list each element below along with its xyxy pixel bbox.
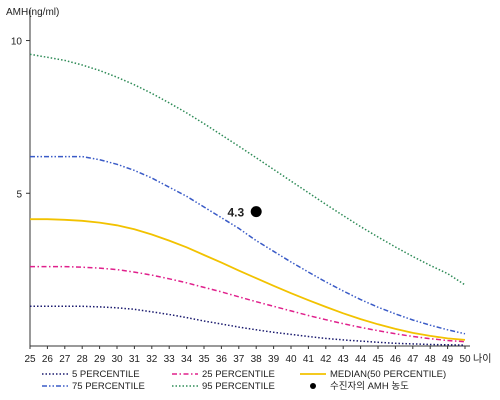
y-tick-label: 10 bbox=[11, 37, 23, 48]
x-tick-label: 40 bbox=[285, 354, 297, 365]
x-tick-label: 50 bbox=[459, 354, 471, 365]
series-line-95-percentile bbox=[29, 53, 466, 286]
x-tick-label: 25 bbox=[24, 354, 36, 365]
y-axis-title: AMH(ng/ml) bbox=[6, 7, 59, 18]
y-tick-label: 5 bbox=[16, 189, 22, 200]
series-line-median-50-percentile bbox=[30, 218, 466, 341]
series-line-25-percentile bbox=[30, 265, 466, 343]
axes: AMH(ng/ml) 5 10 25 26 27 28 29 30 31 32 33 34 35 36 37 3… bbox=[6, 7, 491, 365]
x-tick-label: 44 bbox=[355, 354, 367, 365]
x-tick-label: 47 bbox=[407, 354, 419, 365]
x-tick-label: 33 bbox=[164, 354, 176, 365]
x-tick-label: 27 bbox=[59, 354, 71, 365]
x-tick-label: 29 bbox=[94, 354, 106, 365]
patient-amh-label: 4.3 bbox=[228, 206, 245, 220]
x-tick-label: 28 bbox=[77, 354, 89, 365]
x-tick-label: 48 bbox=[425, 354, 437, 365]
legend-label: 수진자의 AMH 농도 bbox=[330, 381, 409, 392]
series-line-5-percentile bbox=[30, 305, 466, 346]
patient-amh-point bbox=[250, 206, 262, 218]
x-tick-label: 30 bbox=[111, 354, 123, 365]
x-tick-label: 32 bbox=[146, 354, 158, 365]
x-tick-label: 46 bbox=[390, 354, 402, 365]
legend-label: 75 PERCENTILE bbox=[72, 381, 145, 392]
x-tick-label: 26 bbox=[42, 354, 54, 365]
legend-label: MEDIAN(50 PERCENTILE) bbox=[330, 369, 446, 380]
x-tick-label: 36 bbox=[216, 354, 228, 365]
x-tick-label: 45 bbox=[372, 354, 384, 365]
legend-label: 95 PERCENTILE bbox=[202, 381, 275, 392]
x-tick-label: 41 bbox=[303, 354, 315, 365]
x-axis-title: 나이 bbox=[473, 353, 491, 365]
x-tick-label: 31 bbox=[129, 354, 141, 365]
x-tick-label: 34 bbox=[181, 354, 193, 365]
x-tick-label: 35 bbox=[198, 354, 210, 365]
series-line-75-percentile bbox=[30, 155, 466, 335]
x-tick-label: 42 bbox=[320, 354, 332, 365]
legend-point-swatch bbox=[310, 383, 316, 389]
series-lines bbox=[29, 53, 466, 346]
x-tick-label: 49 bbox=[442, 354, 454, 365]
x-tick-label: 39 bbox=[268, 354, 280, 365]
legend-label: 5 PERCENTILE bbox=[72, 369, 140, 380]
x-tick-label: 38 bbox=[251, 354, 263, 365]
x-tick-label: 37 bbox=[233, 354, 245, 365]
patient-point: 4.3 bbox=[228, 206, 262, 220]
legend-label: 25 PERCENTILE bbox=[202, 369, 275, 380]
x-tick-label: 43 bbox=[338, 354, 350, 365]
